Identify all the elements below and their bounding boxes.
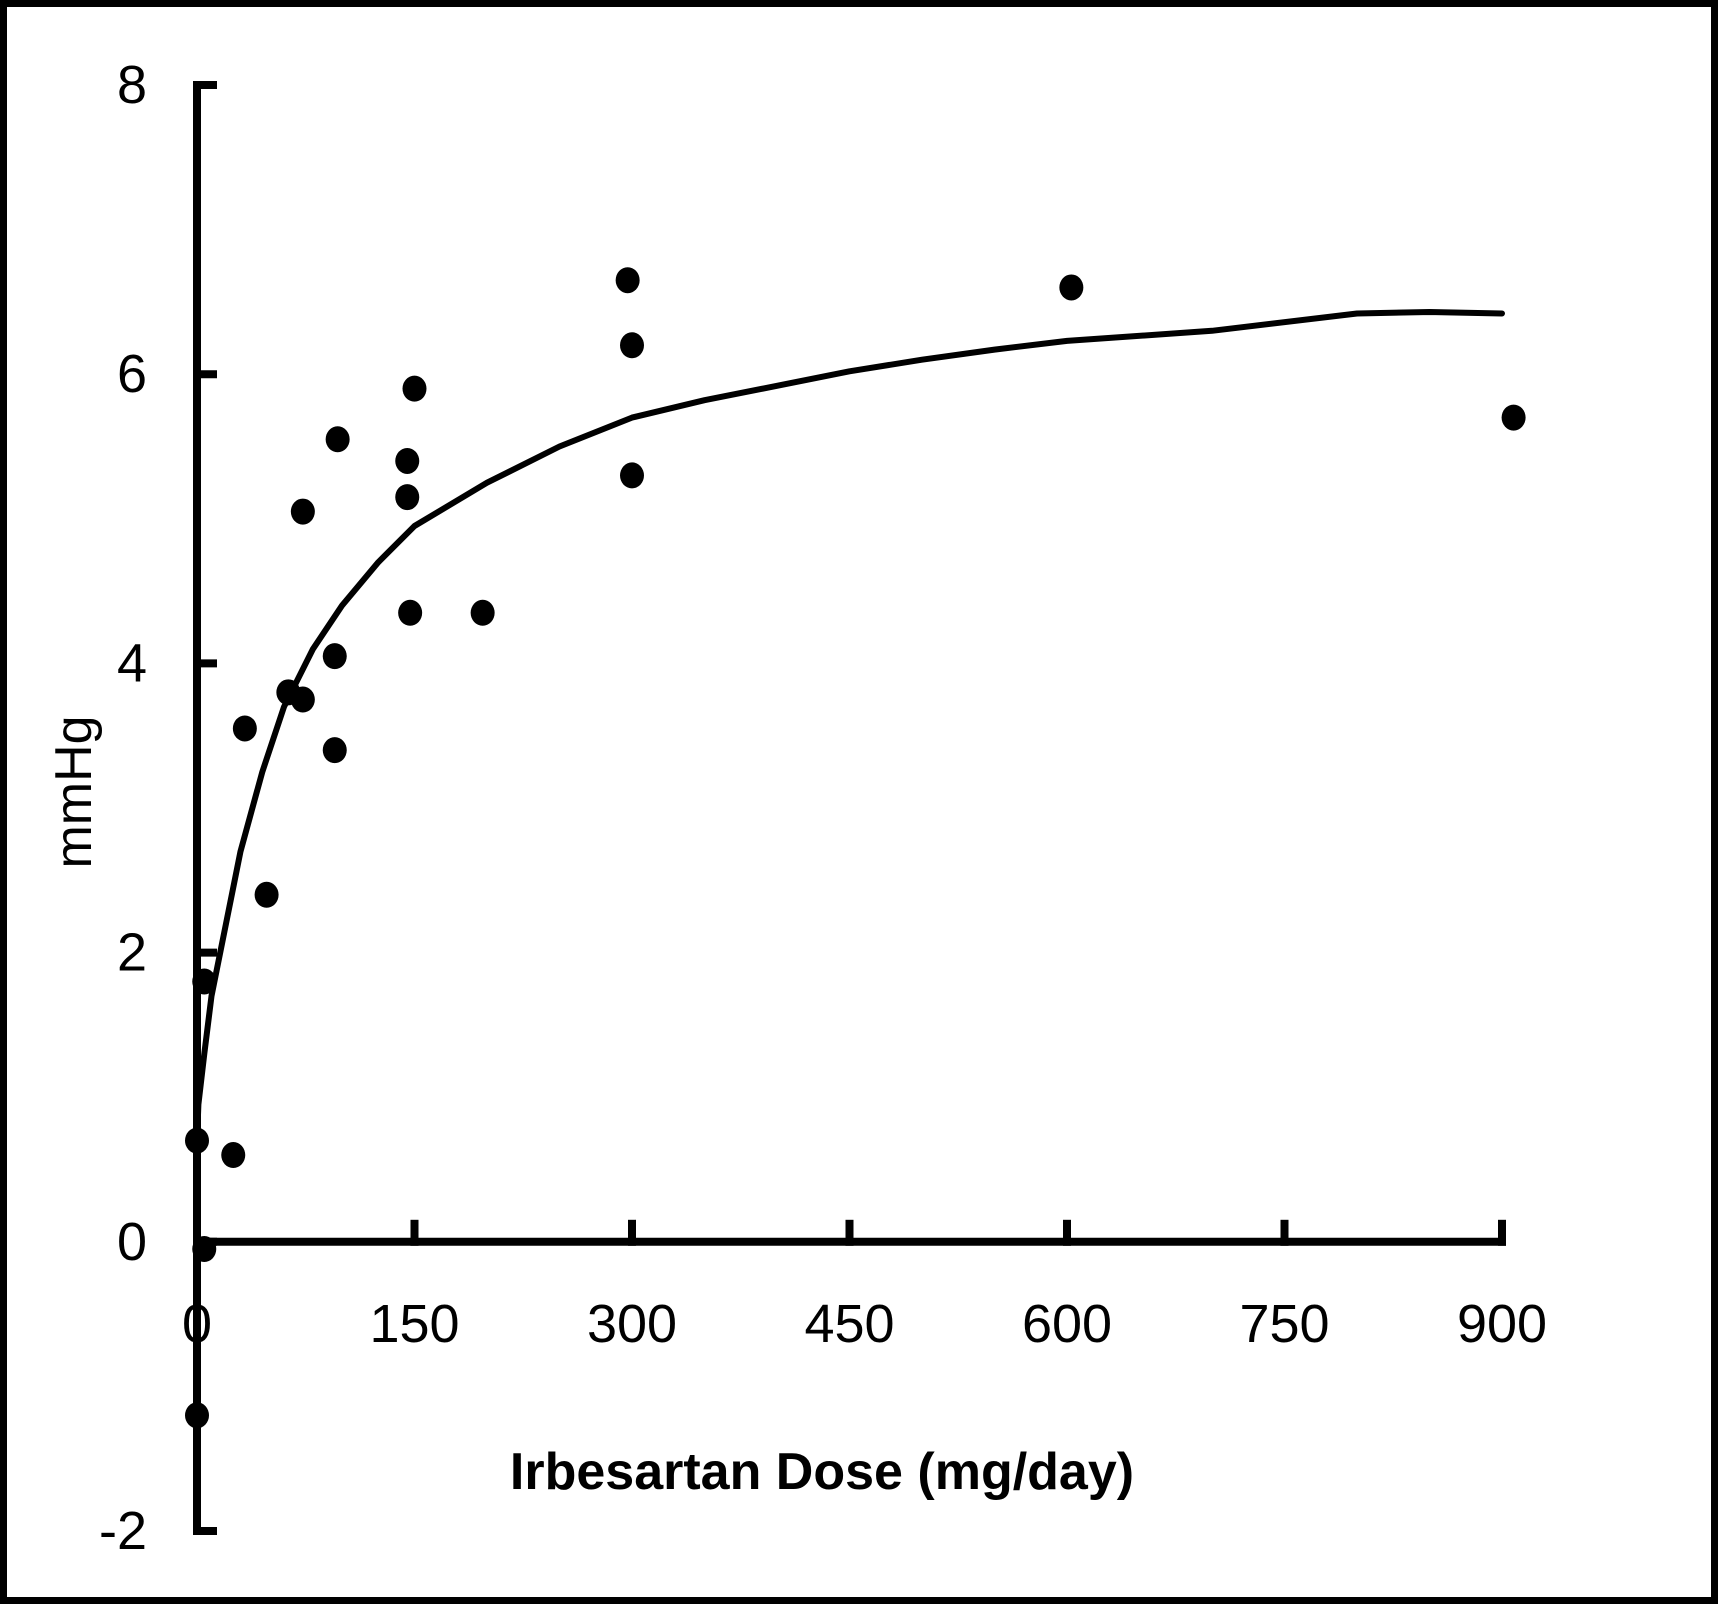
data-point-12 — [322, 737, 347, 764]
data-point-2 — [192, 1236, 217, 1263]
x-tick-label-150: 150 — [369, 1294, 459, 1354]
y-tick-label-0: 0 — [117, 1212, 147, 1272]
dose-response-chart: -2 0 2 4 6 8 0 150 300 450 600 750 900 Irbesartan Do… — [45, 55, 1547, 1561]
x-tick-label-450: 450 — [804, 1294, 894, 1354]
x-tick-label-900: 900 — [1457, 1294, 1547, 1354]
x-tick-label-0: 0 — [182, 1294, 212, 1354]
data-point-7 — [254, 881, 279, 908]
x-tick-label-300: 300 — [587, 1294, 677, 1354]
data-point-21 — [620, 462, 644, 489]
data-point-19 — [615, 267, 640, 294]
data-point-9 — [290, 686, 315, 713]
data-point-3 — [192, 968, 217, 995]
x-tick-label-600: 600 — [1022, 1294, 1112, 1354]
axis-ticks — [193, 81, 1506, 1535]
data-point-15 — [395, 484, 420, 511]
y-tick-label-6: 6 — [117, 344, 147, 404]
data-point-4 — [185, 1127, 209, 1154]
data-point-22 — [1059, 274, 1084, 301]
data-point-18 — [470, 599, 495, 626]
data-point-17 — [402, 375, 427, 402]
data-point-6 — [232, 715, 257, 742]
x-tick-label-750: 750 — [1239, 1294, 1329, 1354]
data-point-11 — [322, 643, 347, 670]
data-point-23 — [1501, 404, 1526, 431]
fitted-curve — [194, 309, 1505, 1144]
data-point-14 — [395, 447, 420, 474]
y-tick-label-8: 8 — [117, 55, 147, 115]
y-axis-title: mmHg — [45, 715, 103, 868]
data-point-13 — [325, 426, 350, 453]
data-points — [185, 267, 1526, 1429]
data-point-10 — [290, 498, 315, 525]
tick-labels: -2 0 2 4 6 8 0 150 300 450 600 750 900 — [99, 55, 1547, 1561]
data-point-1 — [185, 1402, 209, 1429]
data-point-20 — [620, 332, 644, 359]
data-point-5 — [221, 1142, 246, 1169]
y-tick-label-4: 4 — [117, 633, 147, 693]
y-tick-label--2: -2 — [99, 1501, 147, 1561]
data-point-16 — [398, 599, 423, 626]
y-tick-label-2: 2 — [117, 923, 147, 983]
x-axis-title: Irbesartan Dose (mg/day) — [510, 1443, 1134, 1501]
